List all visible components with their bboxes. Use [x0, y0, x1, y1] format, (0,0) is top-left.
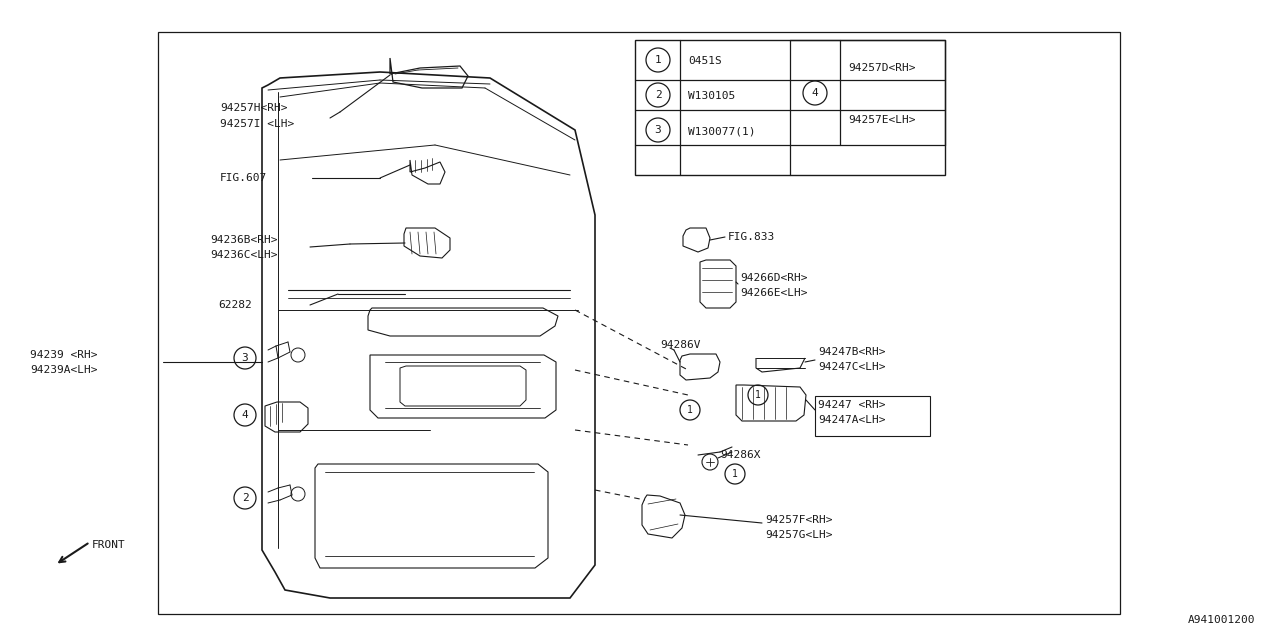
Text: 62282: 62282 — [218, 300, 252, 310]
Text: 94257G<LH>: 94257G<LH> — [765, 530, 832, 540]
Text: 94236C<LH>: 94236C<LH> — [210, 250, 278, 260]
Text: 94266E<LH>: 94266E<LH> — [740, 288, 808, 298]
Text: FIG.833: FIG.833 — [728, 232, 776, 242]
Text: 1: 1 — [654, 55, 662, 65]
Text: 94257E<LH>: 94257E<LH> — [849, 115, 915, 125]
Text: 94247C<LH>: 94247C<LH> — [818, 362, 886, 372]
Text: 94236B<RH>: 94236B<RH> — [210, 235, 278, 245]
Text: 94247A<LH>: 94247A<LH> — [818, 415, 886, 425]
Bar — [815, 396, 931, 436]
Text: 94257I <LH>: 94257I <LH> — [220, 119, 294, 129]
Text: 94247 <RH>: 94247 <RH> — [818, 400, 886, 410]
Text: 4: 4 — [812, 88, 818, 98]
Text: W130105: W130105 — [689, 91, 735, 101]
Text: 3: 3 — [242, 353, 248, 363]
Text: 4: 4 — [242, 410, 248, 420]
Text: 94286V: 94286V — [660, 340, 700, 350]
Text: 3: 3 — [654, 125, 662, 135]
Bar — [635, 40, 945, 175]
Text: 94266D<RH>: 94266D<RH> — [740, 273, 808, 283]
Text: 1: 1 — [755, 390, 760, 400]
Text: 1: 1 — [732, 469, 739, 479]
Text: 94257H<RH>: 94257H<RH> — [220, 103, 288, 113]
Text: 94239 <RH>: 94239 <RH> — [29, 350, 97, 360]
Text: FIG.607: FIG.607 — [220, 173, 268, 183]
Text: 94286X: 94286X — [721, 450, 760, 460]
Text: W130077(1): W130077(1) — [689, 126, 755, 136]
Text: 2: 2 — [654, 90, 662, 100]
Text: 94257F<RH>: 94257F<RH> — [765, 515, 832, 525]
Text: 2: 2 — [242, 493, 248, 503]
Text: 0451S: 0451S — [689, 56, 722, 66]
Text: 94257D<RH>: 94257D<RH> — [849, 63, 915, 73]
Bar — [157, 32, 1120, 614]
Text: 1: 1 — [687, 405, 692, 415]
Text: 94239A<LH>: 94239A<LH> — [29, 365, 97, 375]
Text: A941001200: A941001200 — [1188, 615, 1254, 625]
Text: FRONT: FRONT — [92, 540, 125, 550]
Text: 94247B<RH>: 94247B<RH> — [818, 347, 886, 357]
